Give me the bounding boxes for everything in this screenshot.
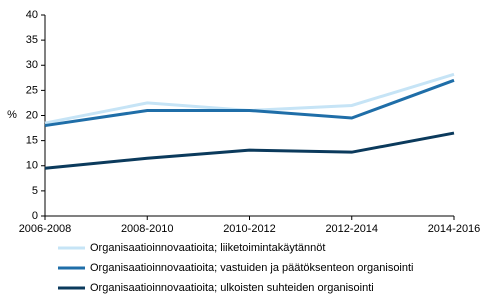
x-tick-label: 2012-2014 bbox=[325, 223, 378, 235]
y-tick-label: 40 bbox=[26, 9, 38, 21]
y-tick-label: 20 bbox=[26, 109, 38, 121]
y-tick-label: 35 bbox=[26, 34, 38, 46]
legend-label: Organisaatioinnovaatioita; liiketoiminta… bbox=[90, 242, 325, 254]
legend-label: Organisaatioinnovaatioita; vastuiden ja … bbox=[90, 262, 414, 274]
series-line bbox=[44, 131, 455, 170]
y-axis-label: % bbox=[7, 109, 17, 121]
x-tick-label: 2008-2010 bbox=[121, 223, 174, 235]
series-line bbox=[44, 78, 455, 128]
y-tick-label: 25 bbox=[26, 84, 38, 96]
x-tick-label: 2014-2016 bbox=[428, 223, 481, 235]
y-tick-label: 30 bbox=[26, 59, 38, 71]
y-tick-label: 5 bbox=[32, 185, 38, 197]
y-tick-label: 15 bbox=[26, 135, 38, 147]
legend-label: Organisaatioinnovaatioita; ulkoisten suh… bbox=[90, 282, 374, 294]
x-tick-label: 2006-2008 bbox=[19, 223, 72, 235]
y-tick-label: 0 bbox=[32, 210, 38, 222]
x-tick-label: 2010-2012 bbox=[223, 223, 276, 235]
y-tick-label: 10 bbox=[26, 160, 38, 172]
